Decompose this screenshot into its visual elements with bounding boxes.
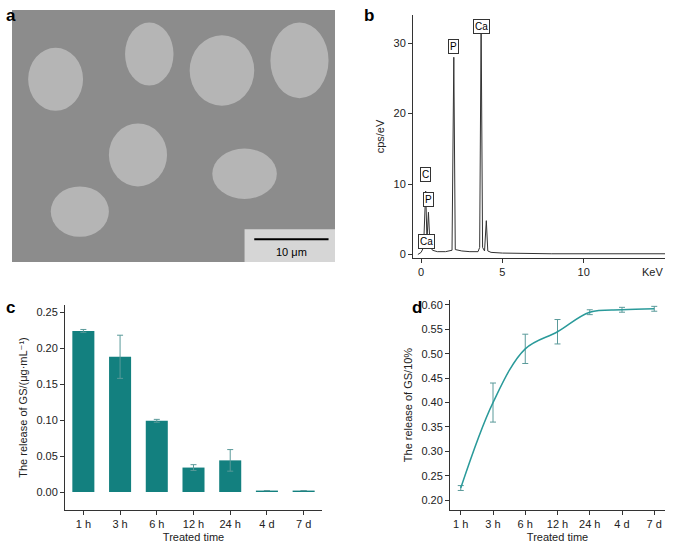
svg-text:1 h: 1 h (453, 518, 468, 530)
svg-text:0.05: 0.05 (36, 450, 57, 462)
svg-text:0.25: 0.25 (421, 470, 442, 482)
svg-text:0.30: 0.30 (421, 445, 442, 457)
svg-text:0.45: 0.45 (421, 372, 442, 384)
svg-text:Treated time: Treated time (163, 531, 224, 543)
svg-text:0.40: 0.40 (421, 396, 442, 408)
svg-text:10 μm: 10 μm (276, 246, 307, 258)
svg-text:0.60: 0.60 (421, 299, 442, 311)
svg-text:C: C (422, 169, 429, 180)
svg-text:0.20: 0.20 (421, 494, 442, 506)
svg-text:P: P (425, 194, 432, 205)
svg-text:4 d: 4 d (259, 518, 274, 530)
svg-text:24 h: 24 h (579, 518, 600, 530)
svg-text:0.35: 0.35 (421, 421, 442, 433)
svg-text:KeV: KeV (642, 266, 663, 278)
svg-text:0.55: 0.55 (421, 323, 442, 335)
svg-text:0.50: 0.50 (421, 348, 442, 360)
svg-text:Treated time: Treated time (527, 531, 588, 543)
svg-text:4 d: 4 d (614, 518, 629, 530)
svg-text:5: 5 (499, 266, 505, 278)
svg-text:10: 10 (394, 178, 406, 190)
svg-text:20: 20 (394, 107, 406, 119)
svg-text:d: d (412, 298, 422, 317)
svg-text:0: 0 (400, 248, 406, 260)
svg-text:3 h: 3 h (112, 518, 127, 530)
svg-text:24 h: 24 h (219, 518, 240, 530)
svg-text:P: P (450, 41, 457, 52)
svg-text:10: 10 (578, 266, 590, 278)
svg-text:0.25: 0.25 (36, 306, 57, 318)
svg-text:0.00: 0.00 (36, 486, 57, 498)
svg-text:The release of GS/10%: The release of GS/10% (402, 348, 414, 463)
svg-text:c: c (6, 298, 15, 317)
svg-text:b: b (364, 6, 374, 25)
svg-text:1 h: 1 h (76, 518, 91, 530)
svg-text:6 h: 6 h (518, 518, 533, 530)
svg-text:0.10: 0.10 (36, 414, 57, 426)
svg-text:cps/eV: cps/eV (374, 119, 386, 153)
svg-text:12 h: 12 h (547, 518, 568, 530)
svg-text:6 h: 6 h (149, 518, 164, 530)
svg-text:Ca: Ca (475, 21, 488, 32)
svg-text:30: 30 (394, 37, 406, 49)
svg-text:3 h: 3 h (485, 518, 500, 530)
svg-text:a: a (6, 6, 16, 25)
svg-text:7 d: 7 d (647, 518, 662, 530)
svg-text:0.20: 0.20 (36, 342, 57, 354)
svg-text:Ca: Ca (420, 236, 433, 247)
svg-text:0: 0 (418, 266, 424, 278)
svg-text:The release of GS/(μg·mL⁻¹): The release of GS/(μg·mL⁻¹) (17, 337, 29, 478)
svg-text:12 h: 12 h (183, 518, 204, 530)
svg-text:7 d: 7 d (296, 518, 311, 530)
svg-text:0.15: 0.15 (36, 378, 57, 390)
